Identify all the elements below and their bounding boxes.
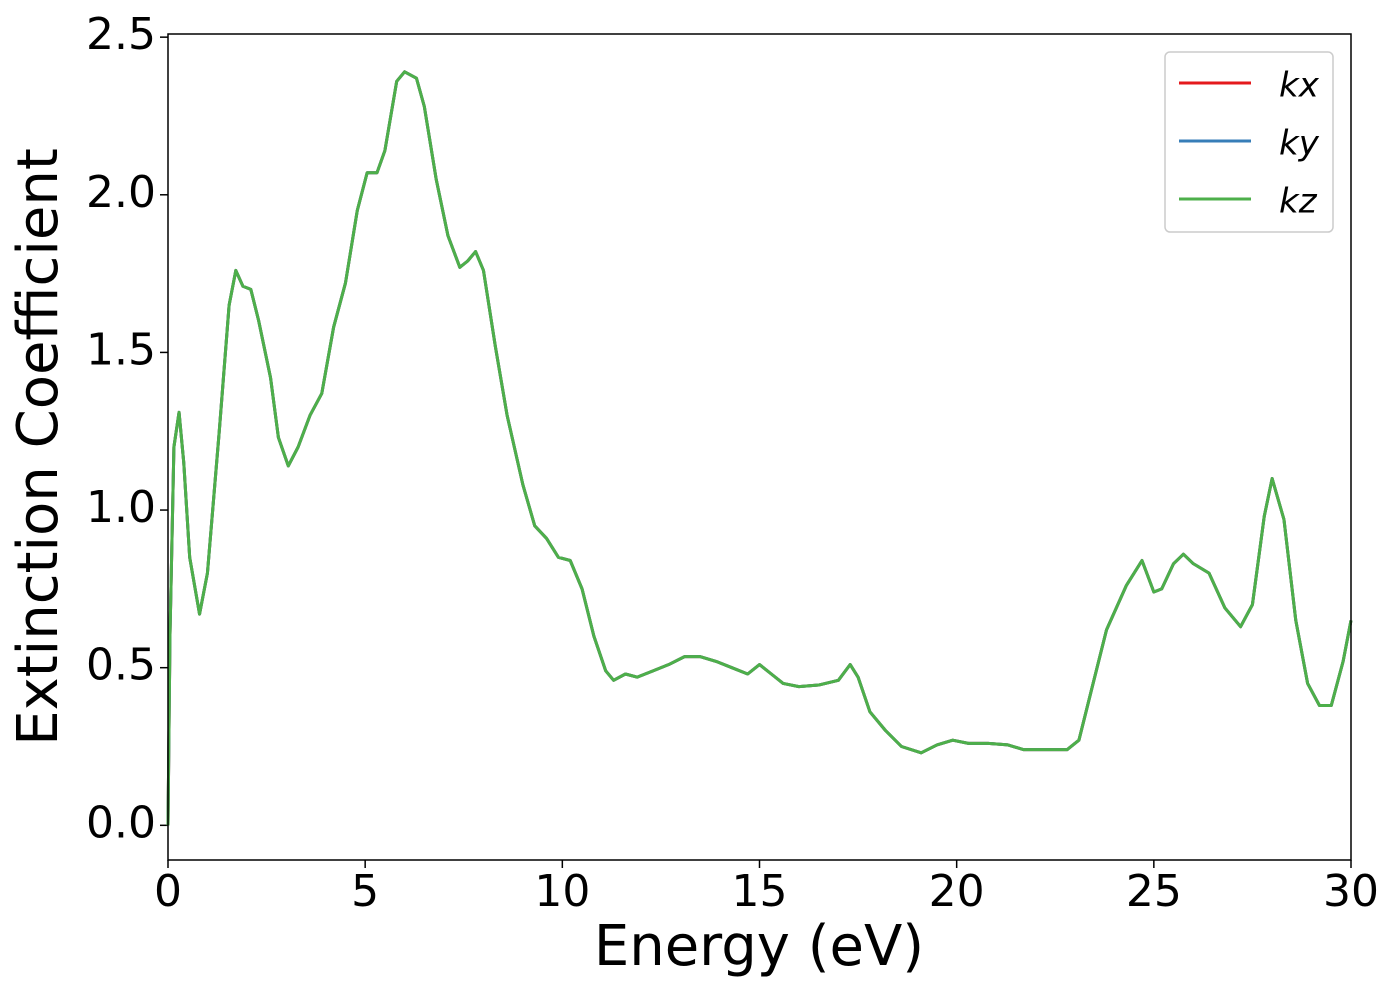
legend-label: kz — [1279, 182, 1318, 222]
x-tick-label: 15 — [732, 866, 788, 917]
x-axis-label: Energy (eV) — [594, 914, 924, 979]
legend-label: ky — [1279, 124, 1320, 164]
y-tick-label: 0.0 — [86, 797, 156, 848]
data-line — [166, 70, 1353, 826]
y-tick-label: 1.0 — [86, 482, 156, 533]
y-tick-label: 2.5 — [86, 9, 156, 60]
legend-label: kx — [1279, 66, 1320, 106]
x-tick-label: 10 — [534, 866, 590, 917]
y-axis-label: Extinction Coefficient — [6, 148, 71, 746]
y-tick-label: 1.5 — [86, 324, 156, 375]
x-tick-label: 25 — [1126, 866, 1182, 917]
x-tick-label: 20 — [929, 866, 985, 917]
x-tick-label: 0 — [154, 866, 182, 917]
x-tick-label: 30 — [1323, 866, 1379, 917]
plot-frame — [167, 33, 1352, 861]
y-tick-label: 0.5 — [86, 640, 156, 691]
y-tick-label: 2.0 — [86, 167, 156, 218]
x-tick-label: 5 — [351, 866, 379, 917]
